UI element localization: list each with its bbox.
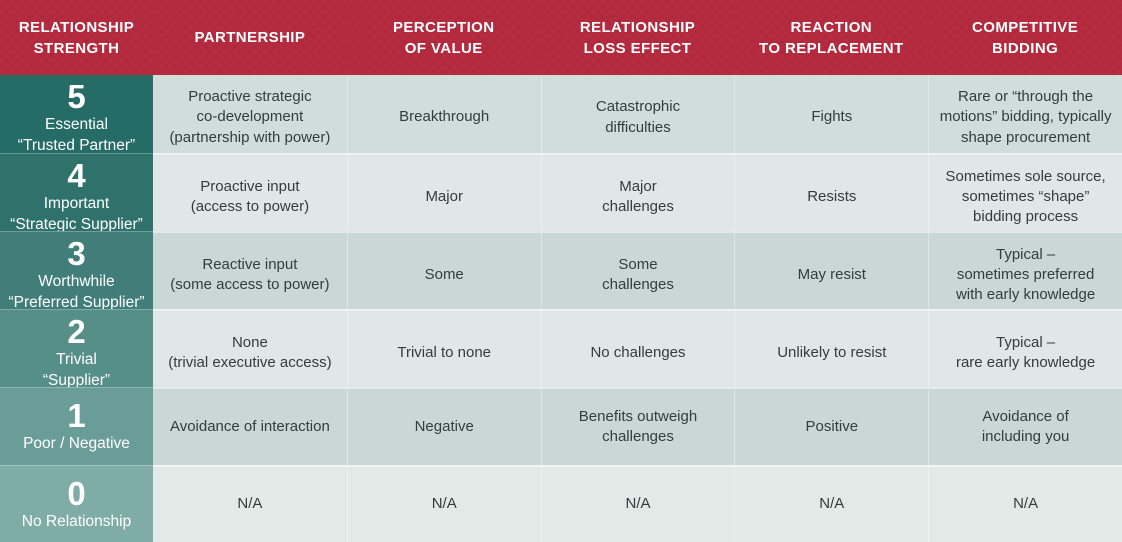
cell-competitive-bidding: Typical – sometimes preferred with early… (928, 231, 1122, 318)
cell-reaction-to-replacement: Positive (734, 387, 929, 465)
score-value: 0 (67, 474, 86, 512)
cell-partnership: Proactive strategic co-development (part… (169, 88, 331, 146)
level-label: Important (43, 195, 110, 213)
header-partnership: PARTNERSHIP (153, 0, 347, 75)
level-label: No Relationship (21, 512, 132, 530)
cell-competitive-bidding: Rare or “through the motions” bidding, t… (928, 75, 1122, 161)
score-value: 1 (67, 397, 86, 435)
cell-partnership: Proactive input (access to power) (153, 153, 347, 239)
level-label: Trivial (56, 351, 97, 369)
cell-relationship-loss-effect: N/A (540, 465, 735, 542)
score-value: 4 (67, 157, 86, 194)
cell-reaction-to-replacement: Unlikely to resist (734, 309, 929, 396)
cell-reaction-to-replacement: N/A (734, 465, 929, 542)
cell-perception-of-value: Breakthrough (346, 75, 541, 161)
row-label-3: 3 Worthwhile “Preferred Supplier” (0, 231, 153, 318)
header-relationship-loss-effect: RELATIONSHIP LOSS EFFECT (540, 0, 735, 75)
score-value: 2 (67, 313, 86, 350)
nickname-label: “Supplier” (42, 371, 111, 389)
row-label-0: 0 No Relationship (0, 465, 153, 542)
cell-relationship-loss-effect: Benefits outweigh challenges (540, 387, 735, 465)
cell-perception-of-value: Trivial to none (346, 309, 541, 396)
header-reaction-to-replacement: REACTION TO REPLACEMENT (734, 0, 929, 75)
cell-reaction-to-replacement: May resist (734, 231, 929, 318)
table-row-3: 3 Worthwhile “Preferred Supplier” Reacti… (0, 231, 1122, 318)
table-row-2: 2 Trivial “Supplier” None (trivial execu… (0, 309, 1122, 396)
row-label-2: 2 Trivial “Supplier” (0, 309, 153, 396)
cell-perception-of-value: Major (346, 153, 541, 240)
nickname-label: “Preferred Supplier” (8, 293, 145, 311)
table-header-row: RELATIONSHIP STRENGTH PARTNERSHIP PERCEP… (0, 0, 1122, 75)
cell-partnership: N/A (153, 465, 347, 542)
table-row-1: 1 Poor / Negative Avoidance of interacti… (0, 387, 1122, 465)
level-label: Poor / Negative (23, 435, 130, 453)
level-label: Worthwhile (38, 273, 115, 291)
cell-perception-of-value: Negative (346, 387, 541, 465)
cell-reaction-to-replacement: Fights (734, 75, 928, 161)
cell-competitive-bidding: Sometimes sole source, sometimes “shape”… (928, 153, 1122, 240)
score-value: 3 (67, 235, 86, 272)
row-label-4: 4 Important “Strategic Supplier” (0, 153, 153, 240)
cell-partnership: Reactive input (some access to power) (153, 231, 347, 317)
score-value: 5 (67, 78, 86, 115)
cell-partnership: Avoidance of interaction (153, 387, 347, 465)
cell-relationship-loss-effect: Catastrophic difficulties (540, 75, 735, 161)
cell-reaction-to-replacement: Resists (734, 153, 929, 240)
cell-relationship-loss-effect: Some challenges (540, 231, 735, 318)
cell-perception-of-value: Some (346, 231, 541, 318)
table-row-4: 4 Important “Strategic Supplier” Proacti… (0, 153, 1122, 240)
row-label-5: 5 Essential “Trusted Partner” (0, 75, 153, 161)
cell-partnership: None (trivial executive access) (153, 309, 347, 395)
nickname-label: “Trusted Partner” (17, 136, 136, 154)
cell-competitive-bidding: Avoidance of including you (928, 387, 1122, 465)
cell-perception-of-value: N/A (346, 465, 541, 542)
nickname-label: “Strategic Supplier” (10, 215, 143, 233)
table-row-0: 0 No Relationship N/A N/A N/A N/A N/A (0, 465, 1122, 542)
row-label-1: 1 Poor / Negative (0, 387, 153, 465)
header-perception-of-value: PERCEPTION OF VALUE (346, 0, 541, 75)
level-label: Essential (45, 116, 108, 134)
cell-competitive-bidding: N/A (928, 465, 1122, 542)
table-row-5: 5 Essential “Trusted Partner” Proactive … (0, 75, 1122, 161)
cell-competitive-bidding: Typical – rare early knowledge (928, 309, 1122, 396)
header-relationship-strength: RELATIONSHIP STRENGTH (0, 0, 153, 75)
header-competitive-bidding: COMPETITIVE BIDDING (928, 0, 1122, 75)
cell-relationship-loss-effect: No challenges (540, 309, 735, 396)
cell-relationship-loss-effect: Major challenges (540, 153, 735, 240)
